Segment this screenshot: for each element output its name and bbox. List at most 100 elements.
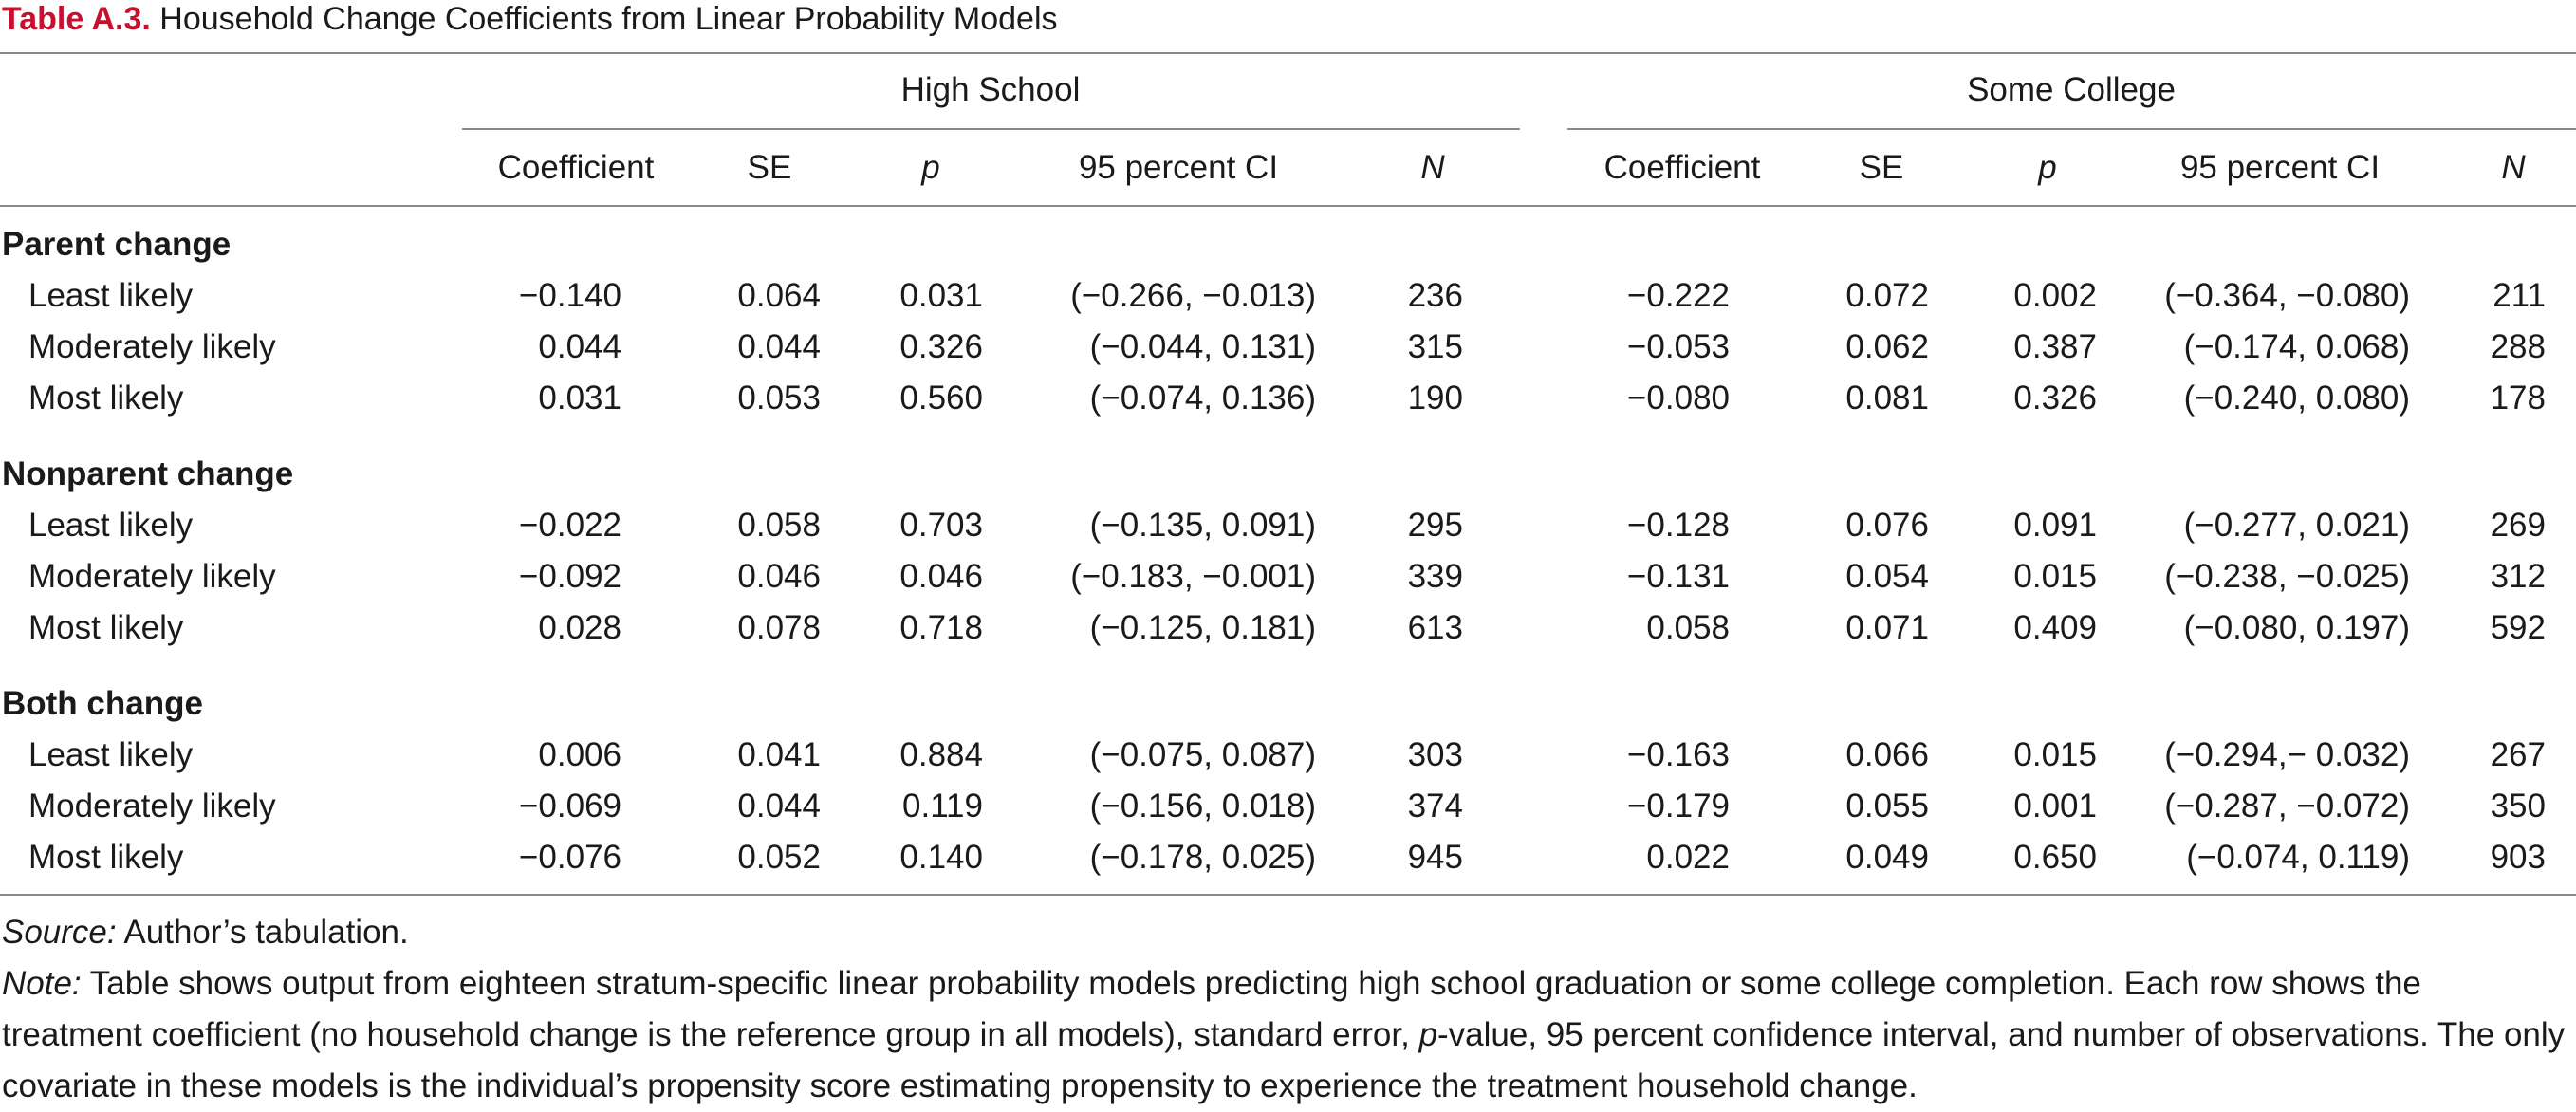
hs-se: 0.041 [737,736,821,773]
sc-se: 0.049 [1845,839,1929,876]
source-label: Source: [2,914,117,951]
hs-p: 0.884 [899,736,983,773]
sc-n: 312 [2490,558,2546,595]
sc-p: 0.001 [2013,788,2097,825]
sc-n: 269 [2490,507,2546,544]
hs-p: 0.718 [899,609,983,646]
sc-se: 0.066 [1845,736,1929,773]
table-title-text: Household Change Coefficients from Linea… [159,1,1058,37]
source-text: Author’s tabulation. [123,914,409,951]
hs-ci: (−0.135, 0.091) [1089,507,1316,544]
table-title: Table A.3. Household Change Coefficients… [2,0,1058,38]
col-header-hs-ci: 95 percent CI [1078,149,1279,186]
row-label: Moderately likely [28,558,276,595]
row-label: Least likely [28,507,194,544]
sc-se: 0.081 [1845,380,1929,417]
section-title-both-change: Both change [2,685,203,722]
hs-ci: (−0.266, −0.013) [1070,277,1316,314]
hs-coefficient: 0.028 [538,609,621,646]
hs-ci: (−0.178, 0.025) [1089,839,1316,876]
col-header-sc-se: SE [1859,149,1904,186]
col-header-hs-p: p [921,149,940,186]
sc-coefficient: −0.131 [1626,558,1730,595]
row-label: Least likely [28,277,194,314]
sc-ci: (−0.240, 0.080) [2183,380,2410,417]
hs-se: 0.053 [737,380,821,417]
row-label: Moderately likely [28,328,276,365]
hs-n: 315 [1407,328,1463,365]
hs-coefficient: −0.076 [518,839,621,876]
sc-p: 0.409 [2013,609,2097,646]
sc-ci: (−0.277, 0.021) [2183,507,2410,544]
note-text-b: -value, 95 percent confidence interval, … [2,1016,2566,1104]
col-header-hs-se: SE [747,149,792,186]
hs-coefficient: −0.022 [518,507,621,544]
hs-coefficient: 0.006 [538,736,621,773]
hs-n: 613 [1407,609,1463,646]
hs-se: 0.058 [737,507,821,544]
col-header-sc-coefficient: Coefficient [1603,149,1761,186]
sc-p: 0.015 [2013,736,2097,773]
hs-p: 0.031 [899,277,983,314]
hs-n: 374 [1407,788,1463,825]
hs-n: 190 [1407,380,1463,417]
group-underline-some-college [1567,128,2576,130]
row-label: Moderately likely [28,788,276,825]
sc-ci: (−0.238, −0.025) [2164,558,2410,595]
hs-n: 945 [1407,839,1463,876]
sc-se: 0.071 [1845,609,1929,646]
hs-coefficient: −0.140 [518,277,621,314]
sc-p: 0.387 [2013,328,2097,365]
sc-se: 0.055 [1845,788,1929,825]
note-p-italic: p [1418,1016,1438,1053]
hs-n: 236 [1407,277,1463,314]
hs-p: 0.326 [899,328,983,365]
hs-coefficient: −0.069 [518,788,621,825]
hs-p: 0.703 [899,507,983,544]
sc-n: 350 [2490,788,2546,825]
col-header-sc-n: N [2501,149,2526,186]
sc-coefficient: −0.222 [1626,277,1730,314]
hs-ci: (−0.044, 0.131) [1089,328,1316,365]
hs-se: 0.078 [737,609,821,646]
section-title-nonparent-change: Nonparent change [2,455,294,492]
note-text-a: Table shows output from eighteen stratum… [2,965,2421,1053]
hs-se: 0.046 [737,558,821,595]
row-label: Least likely [28,736,194,773]
sc-se: 0.054 [1845,558,1929,595]
sc-n: 211 [2493,277,2546,314]
sc-p: 0.326 [2013,380,2097,417]
group-underline-high-school [462,128,1520,130]
section-title-parent-change: Parent change [2,226,232,263]
sc-ci: (−0.294,− 0.032) [2164,736,2410,773]
hs-p: 0.119 [902,788,983,825]
hs-se: 0.044 [737,328,821,365]
sc-p: 0.015 [2013,558,2097,595]
hs-ci: (−0.156, 0.018) [1089,788,1316,825]
row-label: Most likely [28,839,184,876]
hs-coefficient: 0.044 [538,328,621,365]
col-header-sc-p: p [2038,149,2057,186]
sc-se: 0.062 [1845,328,1929,365]
sc-coefficient: 0.022 [1646,839,1730,876]
source-line: Source: Author’s tabulation. [2,907,2568,958]
sc-se: 0.076 [1845,507,1929,544]
hs-ci: (−0.075, 0.087) [1089,736,1316,773]
sc-ci: (−0.080, 0.197) [2183,609,2410,646]
sc-coefficient: −0.053 [1626,328,1730,365]
sc-p: 0.091 [2013,507,2097,544]
hs-p: 0.140 [899,839,983,876]
sc-coefficient: 0.058 [1646,609,1730,646]
top-rule [0,52,2576,54]
sc-ci: (−0.074, 0.119) [2186,839,2410,876]
hs-p: 0.046 [899,558,983,595]
hs-n: 303 [1407,736,1463,773]
hs-coefficient: −0.092 [518,558,621,595]
sc-coefficient: −0.128 [1626,507,1730,544]
sc-p: 0.002 [2013,277,2097,314]
sc-n: 903 [2490,839,2546,876]
col-header-hs-coefficient: Coefficient [497,149,655,186]
group-header-some-college: Some College [1967,71,2176,108]
sc-n: 592 [2490,609,2546,646]
